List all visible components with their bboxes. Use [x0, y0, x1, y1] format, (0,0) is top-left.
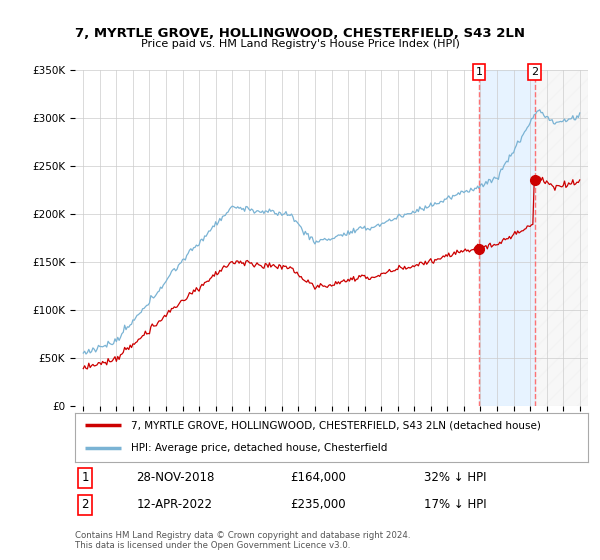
Text: 1: 1	[476, 67, 482, 77]
Text: 7, MYRTLE GROVE, HOLLINGWOOD, CHESTERFIELD, S43 2LN: 7, MYRTLE GROVE, HOLLINGWOOD, CHESTERFIE…	[75, 27, 525, 40]
Text: Contains HM Land Registry data © Crown copyright and database right 2024.
This d: Contains HM Land Registry data © Crown c…	[75, 531, 410, 550]
Text: 28-NOV-2018: 28-NOV-2018	[137, 471, 215, 484]
Bar	[479, 70, 535, 406]
Text: £164,000: £164,000	[290, 471, 346, 484]
Text: 32% ↓ HPI: 32% ↓ HPI	[424, 471, 487, 484]
Text: 2: 2	[531, 67, 538, 77]
Text: 1: 1	[82, 471, 89, 484]
Text: HPI: Average price, detached house, Chesterfield: HPI: Average price, detached house, Ches…	[131, 443, 388, 453]
Text: 7, MYRTLE GROVE, HOLLINGWOOD, CHESTERFIELD, S43 2LN (detached house): 7, MYRTLE GROVE, HOLLINGWOOD, CHESTERFIE…	[131, 420, 541, 430]
Text: 2: 2	[82, 498, 89, 511]
Text: 17% ↓ HPI: 17% ↓ HPI	[424, 498, 487, 511]
Text: £235,000: £235,000	[290, 498, 346, 511]
Bar	[535, 70, 588, 406]
Text: 12-APR-2022: 12-APR-2022	[137, 498, 212, 511]
Text: Price paid vs. HM Land Registry's House Price Index (HPI): Price paid vs. HM Land Registry's House …	[140, 39, 460, 49]
